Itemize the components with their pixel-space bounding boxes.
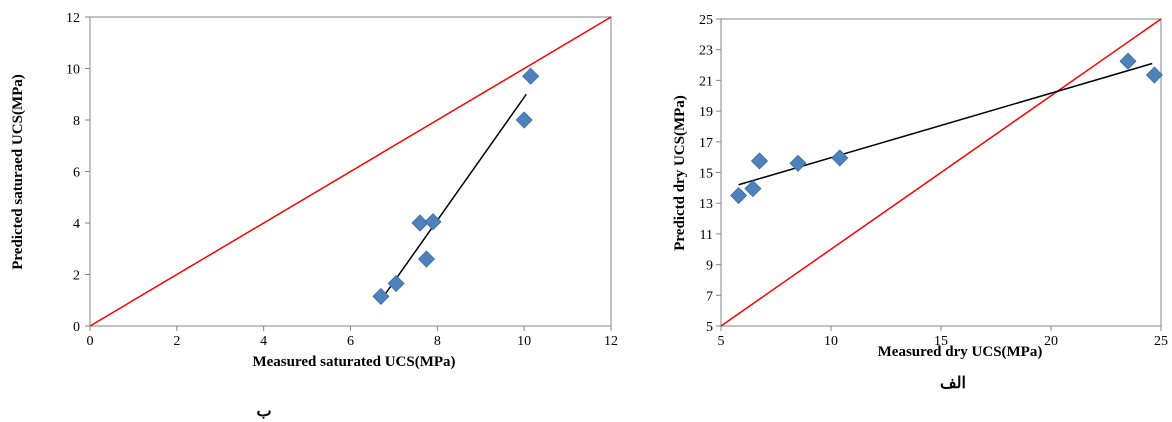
data-point [424,213,442,231]
data-point [744,180,762,198]
reference-line [89,16,612,327]
x-tick-label: 2 [173,334,180,349]
y-tick-label: 4 [73,217,80,232]
y-tick-label: 11 [700,228,713,243]
y-tick-label: 7 [706,289,713,304]
y-tick-label: 0 [73,320,80,335]
data-point [730,186,748,205]
data-point [387,274,405,293]
reference-line [720,18,1162,327]
chart-caption: ب [256,403,271,420]
x-tick-label: 10 [824,334,838,349]
x-tick-label: 25 [1154,334,1168,349]
x-tick-label: 12 [604,334,618,349]
y-tick-label: 15 [699,167,713,182]
y-tick-label: 23 [699,44,713,59]
trend-line [738,62,1153,186]
data-point [372,287,390,305]
x-tick-label: 10 [517,334,531,349]
y-tick-label: 21 [699,74,713,89]
y-tick-label: 5 [706,320,713,335]
data-point [750,152,769,170]
chart-caption: الف [940,375,966,392]
data-point [831,149,849,167]
data-point [522,67,540,85]
y-tick-label: 12 [66,11,80,26]
x-tick-label: 15 [934,334,948,349]
x-tick-label: 5 [718,334,725,349]
data-point [1119,52,1137,70]
y-tick-label: 25 [699,13,713,28]
data-point [1145,66,1163,84]
y-axis-label: Predicted saturaed UCS(MPa) [10,74,26,270]
y-tick-label: 13 [699,197,713,212]
chart-dry-ucs: 5 10 15 20 25 5 7 9 11 13 15 17 19 21 23 25 Measured d… [672,13,1168,392]
y-tick-label: 8 [73,114,80,129]
y-tick-label: 6 [73,166,80,181]
y-tick-label: 2 [73,269,80,284]
y-tick-label: 19 [699,105,713,120]
x-axis-label: Measured dry UCS(MPa) [878,344,1043,360]
chart-saturated-ucs: 0 2 4 6 8 10 12 0 2 4 6 8 10 12 Measured saturated U… [10,11,618,420]
x-tick-label: 20 [1044,334,1058,349]
data-point [417,250,436,268]
y-tick-label: 10 [66,63,80,78]
y-axis-label: Predictd dry UCS(MPa) [672,95,688,251]
data-point [789,154,807,172]
trend-line [380,93,527,301]
data-point [515,111,533,129]
y-tick-label: 9 [706,259,713,274]
x-tick-label: 8 [434,334,441,349]
x-tick-label: 4 [260,334,267,349]
x-tick-label: 6 [347,334,354,349]
data-point [411,214,429,232]
x-axis-label: Measured saturated UCS(MPa) [252,354,455,370]
x-tick-label: 0 [87,334,94,349]
y-tick-label: 17 [699,136,713,151]
